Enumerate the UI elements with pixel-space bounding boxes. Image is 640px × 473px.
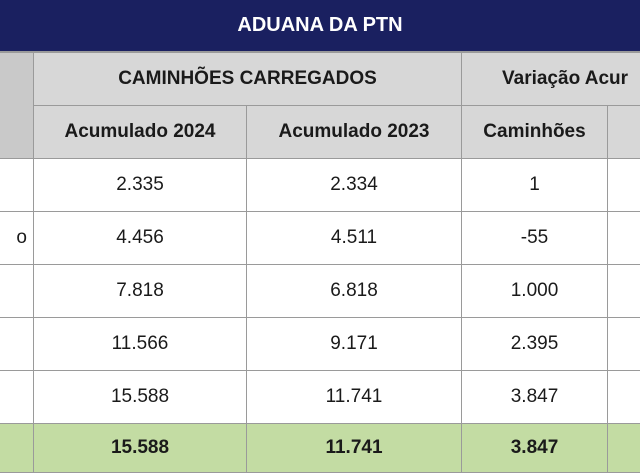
header-extra bbox=[606, 105, 640, 159]
table-row: 11.566 9.171 2.395 bbox=[0, 317, 640, 371]
row-label bbox=[0, 158, 34, 212]
cell-acc2024: 15.588 bbox=[33, 370, 247, 424]
cell-trucks: 3.847 bbox=[461, 370, 608, 424]
table-row: 7.818 6.818 1.000 bbox=[0, 264, 640, 318]
row-label bbox=[0, 370, 34, 424]
cell-acc2023: 6.818 bbox=[246, 264, 462, 318]
cell-trucks: 1.000 bbox=[461, 264, 608, 318]
total-extra bbox=[606, 423, 640, 473]
cell-acc2023: 2.334 bbox=[246, 158, 462, 212]
cell-trucks: 2.395 bbox=[461, 317, 608, 371]
total-trucks: 3.847 bbox=[461, 423, 608, 473]
table-row: 2.335 2.334 1 bbox=[0, 158, 640, 212]
cell-acc2024: 11.566 bbox=[33, 317, 247, 371]
cell-extra bbox=[606, 370, 640, 424]
trucks-table: CAMINHÕES CARREGADOS Variação Acur Acumu… bbox=[0, 52, 640, 473]
cell-acc2023: 4.511 bbox=[246, 211, 462, 265]
header-accumulated-2023: Acumulado 2023 bbox=[246, 105, 462, 159]
cell-acc2024: 7.818 bbox=[33, 264, 247, 318]
header-accumulated-2024: Acumulado 2024 bbox=[33, 105, 247, 159]
cell-acc2024: 4.456 bbox=[33, 211, 247, 265]
cell-extra bbox=[606, 158, 640, 212]
cell-extra bbox=[606, 264, 640, 318]
total-label bbox=[0, 423, 34, 473]
header-accumulated-variation: Variação Acur bbox=[460, 52, 640, 106]
table-row: o 4.456 4.511 -55 bbox=[0, 211, 640, 265]
total-row: 15.588 11.741 3.847 bbox=[0, 423, 640, 473]
cell-extra bbox=[606, 317, 640, 371]
row-label bbox=[0, 264, 34, 318]
total-acc2024: 15.588 bbox=[33, 423, 247, 473]
table-row: 15.588 11.741 3.847 bbox=[0, 370, 640, 424]
cell-acc2023: 9.171 bbox=[246, 317, 462, 371]
cell-trucks: -55 bbox=[461, 211, 608, 265]
cell-extra bbox=[606, 211, 640, 265]
row-label bbox=[0, 317, 34, 371]
header-trucks: Caminhões bbox=[461, 105, 608, 159]
cell-acc2023: 11.741 bbox=[246, 370, 462, 424]
report-title: ADUANA DA PTN bbox=[0, 0, 640, 52]
total-acc2023: 11.741 bbox=[246, 423, 462, 473]
cell-trucks: 1 bbox=[461, 158, 608, 212]
cell-acc2024: 2.335 bbox=[33, 158, 247, 212]
row-label: o bbox=[0, 211, 34, 265]
header-loaded-trucks: CAMINHÕES CARREGADOS bbox=[33, 52, 462, 106]
row-label-header bbox=[0, 52, 34, 159]
